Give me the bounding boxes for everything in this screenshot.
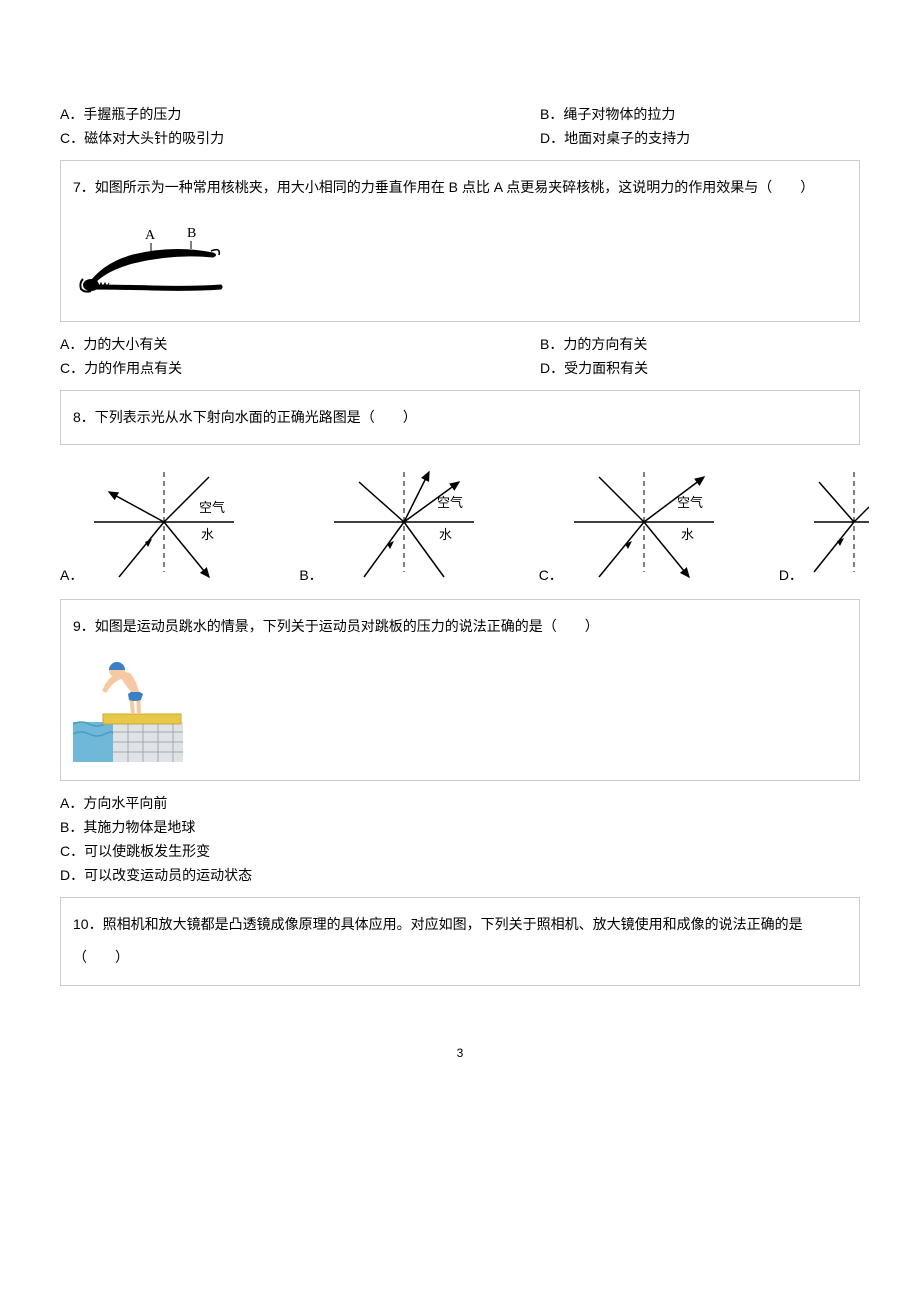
q6-option-b: B．绳子对物体的拉力	[540, 104, 860, 124]
water-label-c: 水	[681, 527, 694, 542]
q9-box: 9．如图是运动员跳水的情景，下列关于运动员对跳板的压力的说法正确的是（ ）	[60, 599, 860, 781]
air-label-c: 空气	[677, 495, 703, 510]
q7-options-row1: A．力的大小有关 B．力的方向有关	[60, 334, 860, 354]
q6-option-d: D．地面对桌子的支持力	[540, 128, 860, 148]
air-label-a: 空气	[199, 500, 225, 515]
q8-option-c-item: C． 空气 水	[539, 457, 719, 587]
q8-option-b-label: B．	[299, 565, 322, 585]
q6-options-row1: A．手握瓶子的压力 B．绳子对物体的拉力	[60, 104, 860, 124]
q9-text: 9．如图是运动员跳水的情景，下列关于运动员对跳板的压力的说法正确的是（ ）	[73, 610, 847, 644]
q9-option-c: C．可以使跳板发生形变	[60, 841, 860, 861]
q8-box: 8．下列表示光从水下射向水面的正确光路图是（ ）	[60, 390, 860, 446]
q7-options-row2: C．力的作用点有关 D．受力面积有关	[60, 358, 860, 378]
water-label-a: 水	[201, 527, 214, 542]
q8-option-b-item: B． 空气 水	[299, 457, 478, 587]
q8-options: A． 空气 水 B．	[60, 457, 860, 587]
q7-box: 7．如图所示为一种常用核桃夹，用大小相同的力垂直作用在 B 点比 A 点更易夹碎…	[60, 160, 860, 322]
q6-option-a: A．手握瓶子的压力	[60, 104, 540, 124]
q9-option-d: D．可以改变运动员的运动状态	[60, 865, 860, 885]
light-diagram-d-icon	[809, 457, 869, 587]
air-label-b: 空气	[437, 495, 463, 510]
q7-option-c: C．力的作用点有关	[60, 358, 540, 378]
q6-options-row2: C．磁体对大头针的吸引力 D．地面对桌子的支持力	[60, 128, 860, 148]
diving-icon	[73, 652, 183, 762]
q6-option-c: C．磁体对大头针的吸引力	[60, 128, 540, 148]
q7-figure: A B	[73, 213, 847, 303]
q7-text: 7．如图所示为一种常用核桃夹，用大小相同的力垂直作用在 B 点比 A 点更易夹碎…	[73, 171, 847, 205]
svg-text:B: B	[187, 226, 196, 241]
light-diagram-a-icon: 空气 水	[89, 457, 239, 587]
q8-option-d-item: D．	[779, 457, 869, 587]
q8-option-a-label: A．	[60, 565, 83, 585]
light-diagram-c-icon: 空气 水	[569, 457, 719, 587]
svg-text:A: A	[145, 228, 156, 243]
nutcracker-icon: A B	[73, 213, 233, 303]
q8-option-c-label: C．	[539, 565, 563, 585]
q9-figure	[73, 652, 847, 762]
q8-option-d-label: D．	[779, 565, 803, 585]
q7-option-d: D．受力面积有关	[540, 358, 860, 378]
water-label-b: 水	[439, 527, 452, 542]
q9-option-b: B．其施力物体是地球	[60, 817, 860, 837]
q7-option-a: A．力的大小有关	[60, 334, 540, 354]
q9-option-a: A．方向水平向前	[60, 793, 860, 813]
q8-option-a-item: A． 空气 水	[60, 457, 239, 587]
q10-box: 10．照相机和放大镜都是凸透镜成像原理的具体应用。对应如图，下列关于照相机、放大…	[60, 897, 860, 986]
q7-option-b: B．力的方向有关	[540, 334, 860, 354]
page-number: 3	[60, 1046, 860, 1060]
light-diagram-b-icon: 空气 水	[329, 457, 479, 587]
q8-text: 8．下列表示光从水下射向水面的正确光路图是（ ）	[73, 401, 847, 435]
q10-text: 10．照相机和放大镜都是凸透镜成像原理的具体应用。对应如图，下列关于照相机、放大…	[73, 908, 847, 975]
